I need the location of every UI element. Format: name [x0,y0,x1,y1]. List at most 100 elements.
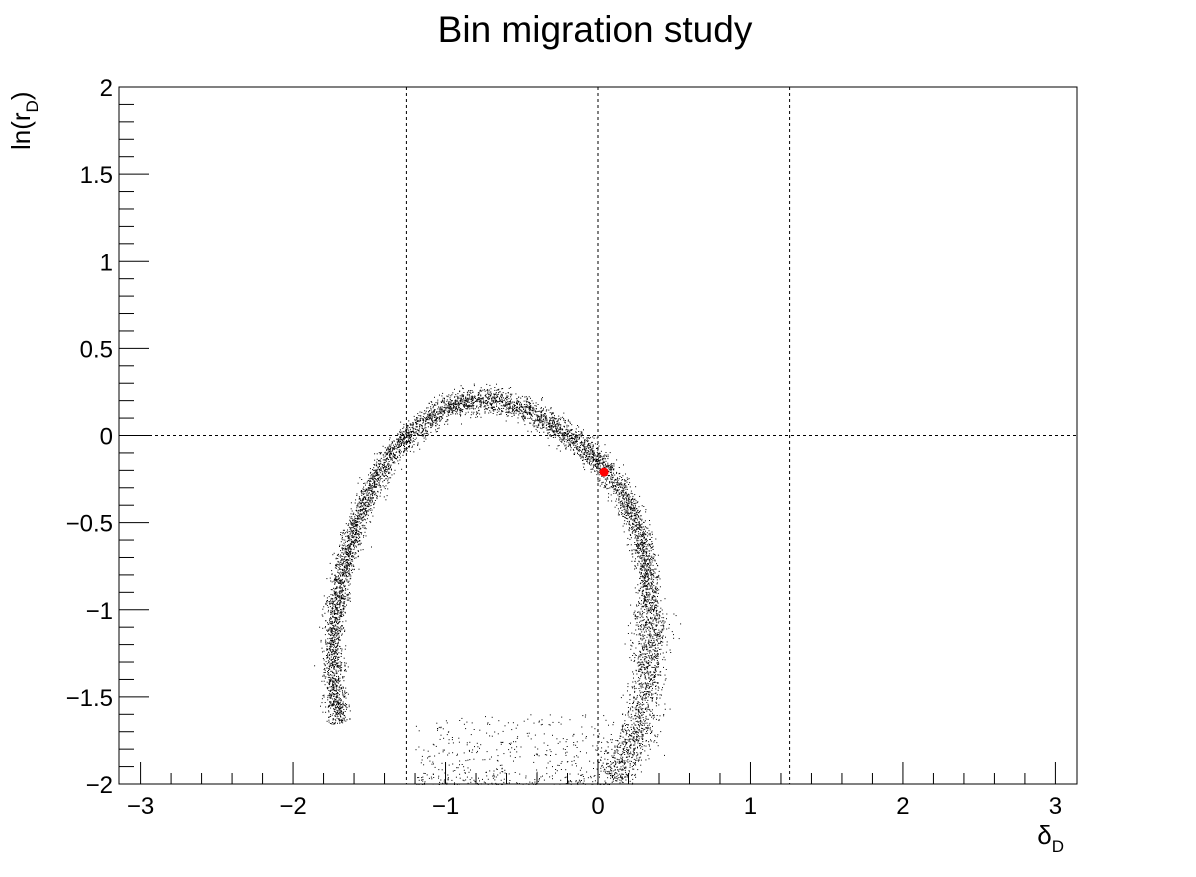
scatter-point [446,396,447,397]
scatter-point [629,524,630,525]
scatter-point [344,561,345,562]
scatter-point [638,658,639,659]
scatter-point [343,595,344,596]
scatter-point [610,767,611,768]
scatter-point [331,679,332,680]
scatter-point [626,757,627,758]
scatter-point [635,683,636,684]
scatter-point [559,439,560,440]
scatter-point [499,398,500,399]
scatter-point [663,653,664,654]
scatter-point [651,660,652,661]
scatter-point [373,479,374,480]
scatter-point [554,422,555,423]
scatter-point [621,780,622,781]
scatter-point [630,649,631,650]
scatter-point [343,553,344,554]
scatter-point [605,465,606,466]
scatter-point [645,698,646,699]
scatter-point [332,594,333,595]
scatter-point [605,458,606,459]
scatter-point [657,582,658,583]
scatter-point [352,518,353,519]
scatter-point [336,558,337,559]
scatter-point [579,449,580,450]
scatter-point [327,642,328,643]
scatter-point [656,611,657,612]
scatter-point [340,586,341,587]
scatter-point [654,659,655,660]
scatter-point [333,653,334,654]
scatter-point [327,630,328,631]
scatter-point [655,539,656,540]
scatter-point [341,650,342,651]
scatter-point [333,680,334,681]
scatter-point [523,414,524,415]
scatter-point [583,437,584,438]
scatter-point [553,420,554,421]
scatter-point [533,425,534,426]
scatter-point [628,499,629,500]
scatter-point [325,627,326,628]
scatter-point [658,618,659,619]
scatter-point [479,401,480,402]
scatter-point [648,545,649,546]
scatter-point [344,567,345,568]
scatter-point [567,440,568,441]
scatter-point [539,432,540,433]
scatter-point [650,672,651,673]
scatter-point [337,702,338,703]
scatter-point [352,561,353,562]
scatter-point [346,671,347,672]
scatter-point [624,742,625,743]
scatter-point [441,419,442,420]
scatter-point [361,479,362,480]
scatter-point [503,408,504,409]
scatter-point [516,401,517,402]
scatter-point [334,669,335,670]
scatter-point [629,770,630,771]
scatter-point [358,544,359,545]
scatter-point [330,716,331,717]
scatter-point [422,431,423,432]
scatter-point [439,408,440,409]
scatter-point [606,452,607,453]
scatter-point [505,393,506,394]
scatter-point [397,447,398,448]
scatter-point [358,541,359,542]
scatter-point [612,468,613,469]
scatter-point [614,463,615,464]
scatter-point [647,627,648,628]
scatter-point [533,413,534,414]
scatter-point [330,640,331,641]
scatter-point [337,695,338,696]
scatter-point [334,579,335,580]
scatter-point [660,578,661,579]
scatter-point [624,750,625,751]
scatter-point [395,446,396,447]
scatter-point [412,424,413,425]
scatter-point [336,564,337,565]
scatter-point [478,394,479,395]
scatter-point [639,523,640,524]
scatter-point [646,746,647,747]
scatter-point [623,491,624,492]
scatter-point [555,431,556,432]
scatter-point [419,431,420,432]
scatter-point [657,674,658,675]
scatter-point [543,419,544,420]
scatter-point [406,429,407,430]
scatter-point [593,451,594,452]
scatter-point [646,644,647,645]
scatter-point [589,451,590,452]
scatter-point [354,536,355,537]
scatter-point [413,433,414,434]
scatter-point [631,736,632,737]
scatter-point [672,631,673,632]
scatter-point [375,471,376,472]
scatter-point [529,410,530,411]
scatter-point [652,713,653,714]
scatter-point [507,401,508,402]
scatter-point [336,670,337,671]
scatter-point [530,403,531,404]
